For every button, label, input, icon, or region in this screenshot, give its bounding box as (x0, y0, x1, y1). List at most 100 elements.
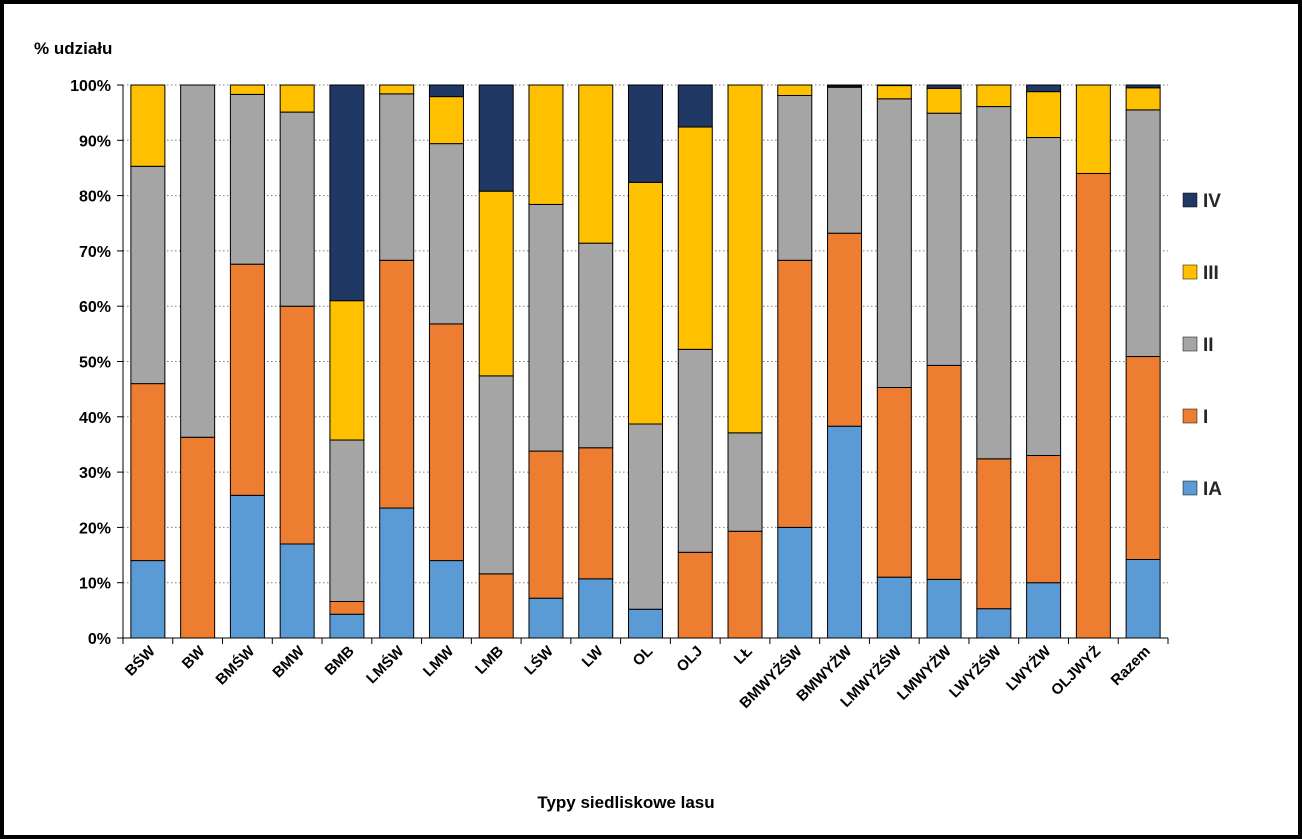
bar-segment-ia (130, 560, 166, 639)
bar-segment-ii (727, 432, 763, 532)
bar-segment-iv (1026, 84, 1062, 93)
bar-segment-ii (1125, 109, 1161, 358)
x-axis-title: Typy siedliskowe lasu (537, 793, 714, 812)
y-tick-label: 80% (79, 189, 111, 206)
bar-segment-iii (628, 181, 663, 425)
bar-segment-iv (1125, 84, 1161, 89)
x-tick-label: BŚW (121, 642, 159, 680)
bar-segment-ii (528, 203, 564, 452)
x-tick-label: LŁ (731, 643, 756, 668)
y-tick-label: 20% (79, 520, 111, 537)
x-tick-label: LWYŻŚW (945, 642, 1005, 702)
bar-segment-iii (578, 84, 614, 244)
bar-segment-iii (727, 84, 763, 434)
x-tick-label: LMW (420, 642, 458, 680)
bar-segment-i (379, 259, 415, 509)
bar-segment-i (180, 436, 216, 639)
bar-segment-ii (428, 143, 464, 325)
y-axis-title: % udziału (34, 39, 112, 58)
bar-segment-i (777, 259, 813, 528)
bar-segment-ii (976, 106, 1012, 460)
y-tick-label: 60% (79, 299, 111, 316)
bar-segment-iii (677, 126, 713, 350)
x-tick-label: LW (579, 642, 608, 671)
bar-segment-ia (279, 543, 315, 639)
bar-segment-ia (827, 425, 863, 639)
y-tick-label: 100% (70, 78, 111, 95)
bar-segment-iv (478, 84, 514, 192)
bar-segment-i (926, 364, 962, 580)
bar-segment-ii (229, 93, 265, 265)
bar-segment-ia (1026, 582, 1062, 639)
legend-swatch (1182, 336, 1198, 352)
x-tick-labels: BŚW BW BMŚW BMW BMB LMŚW LMW LMB LŚW LW OL OLJ LŁBMW… (121, 642, 1154, 712)
legend-swatch (1182, 408, 1198, 424)
bar-segment-i (1075, 172, 1111, 639)
bar-segment-i (229, 263, 265, 496)
legend-label: II (1203, 335, 1214, 356)
legend-swatch (1182, 192, 1198, 208)
bar-segment-ia (329, 613, 365, 639)
bar-segment-iii (478, 190, 514, 377)
bar-segment-i (528, 450, 564, 599)
legend-label: IA (1203, 479, 1222, 500)
x-tick-label: LMWYŻW (894, 642, 956, 704)
bar-segment-ia (777, 526, 813, 639)
bar-segment-ia (528, 597, 564, 639)
bar-segment-iii (528, 84, 564, 205)
bar-segment-ia (379, 507, 415, 639)
bar-segment-iii (1075, 84, 1111, 174)
bar-segment-ii (329, 439, 365, 603)
x-tick-label: BMW (269, 642, 308, 681)
y-tick-label: 70% (79, 244, 111, 261)
bar-segment-iii (1026, 91, 1062, 139)
bar-segment-i (329, 601, 365, 615)
bar-segment-iv (628, 84, 663, 183)
y-tick-labels: 0% 10% 20% 30% 40% 50% 60% 70% 80% 90% 100% (70, 78, 111, 648)
bar-segment-ia (876, 576, 912, 639)
x-tick-label: OL (630, 643, 657, 670)
bar-segment-i (1026, 455, 1062, 584)
bar-segment-iv (926, 84, 962, 89)
bar-segment-iv (329, 84, 365, 302)
y-tick-label: 40% (79, 410, 111, 427)
bar-segment-ii (180, 84, 216, 438)
y-tick-label: 50% (79, 355, 111, 372)
bar-segment-ia (428, 560, 464, 639)
bar-segment-i (428, 323, 464, 562)
bar-segment-ia (229, 494, 265, 639)
bar-segment-ia (578, 578, 614, 639)
x-tick-label: OLJWYŻ (1048, 643, 1104, 699)
bar-segment-ii (1026, 137, 1062, 457)
bar-segment-i (130, 383, 166, 562)
bar-segment-ia (976, 608, 1012, 639)
x-tick-label: LMŚW (362, 642, 408, 688)
y-tick-label: 10% (79, 576, 111, 593)
bar-segment-iv (677, 84, 713, 128)
bar-segment-iii (279, 84, 315, 113)
bar-segment-i (976, 458, 1012, 610)
bars (130, 84, 1161, 639)
bar-segment-ii (628, 423, 663, 610)
bar-segment-i (677, 551, 713, 639)
x-tick-label: LŚW (521, 642, 558, 679)
bar-segment-i (478, 573, 514, 639)
bar-segment-iii (130, 84, 166, 167)
bar-segment-i (279, 305, 315, 545)
bar-segment-iii (428, 96, 464, 145)
axes (122, 85, 1169, 644)
bar-segment-i (827, 232, 863, 427)
bar-segment-iii (976, 84, 1012, 108)
x-tick-label: LMB (472, 643, 507, 678)
bar-segment-i (578, 447, 614, 580)
bar-segment-ia (926, 578, 962, 639)
bar-segment-iii (876, 85, 912, 100)
bar-segment-ia (628, 608, 663, 639)
gridlines (117, 84, 1168, 639)
bar-segment-iv (876, 84, 912, 87)
legend-swatch (1182, 264, 1198, 280)
bar-segment-iv (827, 84, 863, 87)
x-tick-label: BW (179, 642, 209, 672)
